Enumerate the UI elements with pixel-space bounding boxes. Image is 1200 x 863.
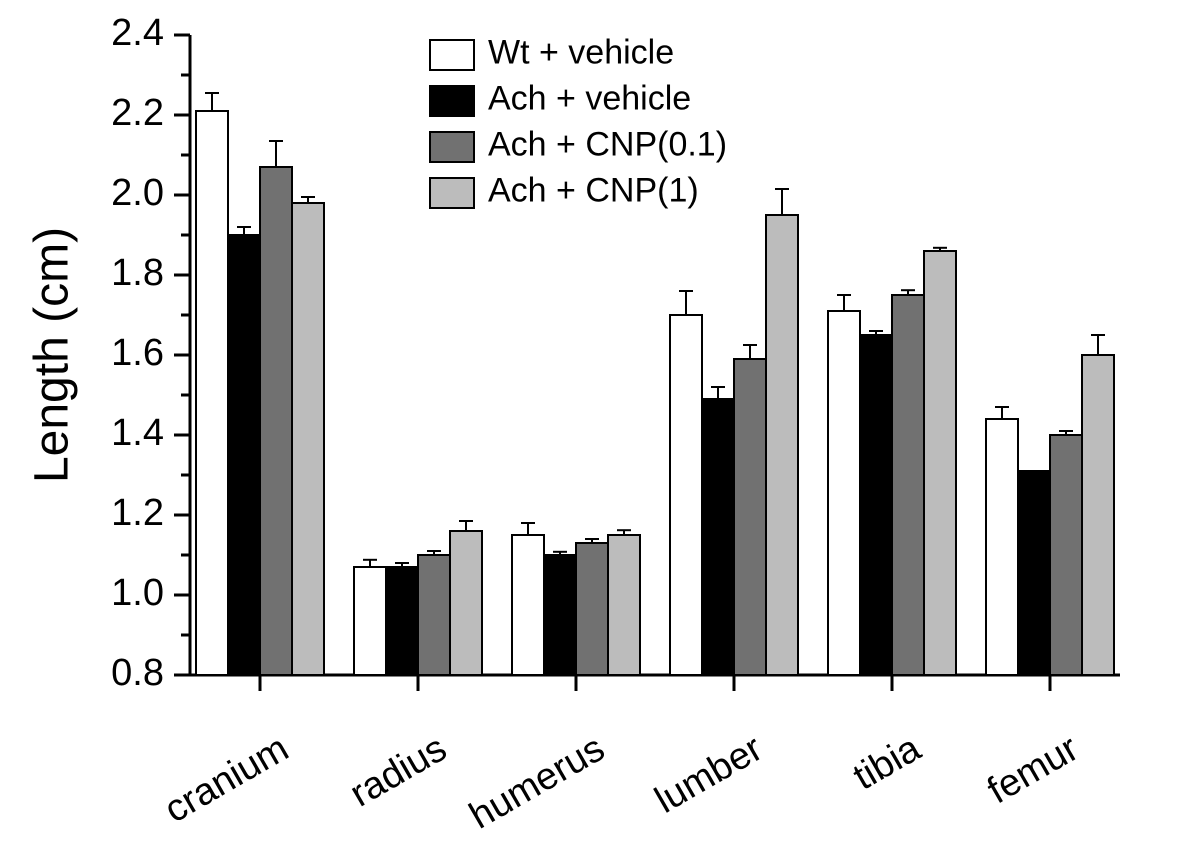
bar [260,167,292,675]
bar [544,555,576,675]
bar [608,535,640,675]
x-category-label: tibia [846,727,928,799]
bar [354,567,386,675]
x-category-label: humerus [463,727,612,837]
legend-swatch [430,132,474,162]
bar [228,235,260,675]
y-tick-label: 1.0 [111,572,164,614]
y-tick-label: 2.0 [111,172,164,214]
bar [734,359,766,675]
bone-length-chart: 0.8 1.0 1.2 1.4 1.6 1.8 2.0 2.2 2.4 Length (cm) cr… [0,0,1200,863]
bar [576,543,608,675]
y-tick-label: 2.4 [111,12,164,54]
bar [450,531,482,675]
bar [702,399,734,675]
x-category-label: cranium [158,727,296,831]
bar [924,251,956,675]
bar [766,215,798,675]
legend-swatch [430,86,474,116]
chart-svg: 0.8 1.0 1.2 1.4 1.6 1.8 2.0 2.2 2.4 Length (cm) cr… [0,0,1200,863]
y-axis-title: Length (cm) [26,227,79,483]
x-category-label: radius [343,727,454,815]
bar [892,295,924,675]
bar [828,311,860,675]
legend-label: Wt + vehicle [488,33,674,71]
legend-label: Ach + CNP(1) [488,171,699,209]
bar [196,111,228,675]
y-tick-label: 1.4 [111,412,164,454]
y-tick-label: 1.2 [111,492,164,534]
bar [386,567,418,675]
legend-swatch [430,40,474,70]
x-category-label: lumber [648,727,770,822]
x-category-label: femur [981,727,1086,812]
y-tick-label: 2.2 [111,92,164,134]
legend-label: Ach + CNP(0.1) [488,125,727,163]
bar [1082,355,1114,675]
y-tick-label: 0.8 [111,652,164,694]
bar [986,419,1018,675]
bar [860,335,892,675]
bar [292,203,324,675]
bar [1050,435,1082,675]
legend-label: Ach + vehicle [488,79,691,117]
bar [512,535,544,675]
bar [670,315,702,675]
bar [418,555,450,675]
y-tick-label: 1.8 [111,252,164,294]
legend-swatch [430,178,474,208]
bar [1018,471,1050,675]
y-tick-label: 1.6 [111,332,164,374]
